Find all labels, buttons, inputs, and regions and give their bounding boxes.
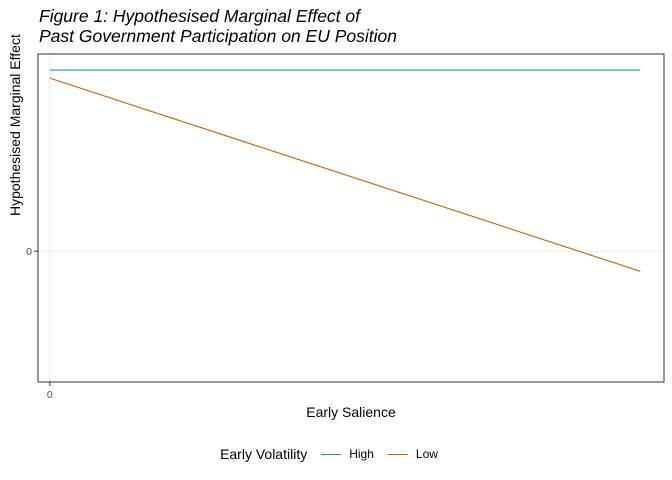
tick-layer: 00 xyxy=(26,246,53,401)
y-axis-label: Hypothesised Marginal Effect xyxy=(7,34,23,216)
legend-label-low: Low xyxy=(415,447,438,461)
series-layer xyxy=(49,69,641,272)
legend-title: Early Volatility xyxy=(220,446,308,462)
legend-label-high: High xyxy=(349,447,374,461)
grid-layer xyxy=(38,54,664,382)
chart-title: Figure 1: Hypothesised Marginal Effect o… xyxy=(39,6,397,46)
chart-title-line-1: Figure 1: Hypothesised Marginal Effect o… xyxy=(39,6,360,26)
x-axis-label: Early Salience xyxy=(306,404,396,420)
legend-item-high: High xyxy=(321,447,374,461)
legend: Early Volatility High Low xyxy=(0,446,672,462)
legend-key-high xyxy=(321,453,342,455)
chart-title-line-2: Past Government Participation on EU Posi… xyxy=(39,26,397,46)
legend-key-low xyxy=(387,453,408,455)
x-tick-label: 0 xyxy=(47,389,53,401)
series-line-low xyxy=(49,77,641,272)
panel-border xyxy=(37,53,665,383)
y-tick-label: 0 xyxy=(26,246,32,258)
legend-item-low: Low xyxy=(387,447,438,461)
